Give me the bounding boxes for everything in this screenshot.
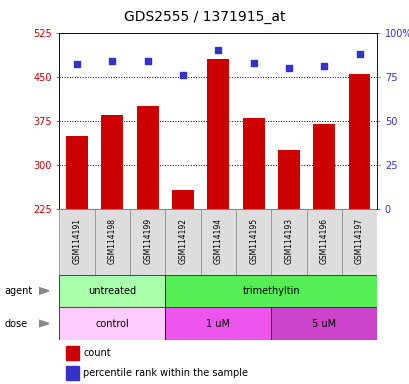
FancyBboxPatch shape (59, 307, 165, 340)
FancyBboxPatch shape (165, 209, 200, 275)
Polygon shape (39, 288, 49, 294)
FancyBboxPatch shape (94, 209, 130, 275)
Text: percentile rank within the sample: percentile rank within the sample (83, 368, 248, 378)
Point (144, 58, 151, 64)
FancyBboxPatch shape (59, 275, 165, 307)
FancyBboxPatch shape (341, 209, 376, 275)
Text: GSM114194: GSM114194 (213, 218, 222, 264)
Bar (172, 190, 193, 209)
Bar (312, 124, 335, 209)
FancyBboxPatch shape (271, 307, 376, 340)
Text: GSM114192: GSM114192 (178, 218, 187, 263)
Point (250, 60, 256, 66)
Text: GSM114196: GSM114196 (319, 218, 328, 264)
Text: GSM114198: GSM114198 (108, 218, 117, 263)
Point (109, 58, 115, 64)
Text: count: count (83, 348, 111, 358)
Point (285, 65, 292, 71)
FancyBboxPatch shape (165, 275, 376, 307)
Text: GSM114199: GSM114199 (143, 218, 152, 264)
Text: GSM114197: GSM114197 (354, 218, 363, 264)
Bar (65, 366, 79, 379)
FancyBboxPatch shape (59, 209, 94, 275)
Text: untreated: untreated (88, 286, 136, 296)
Bar (207, 59, 229, 209)
Bar (137, 106, 158, 209)
Text: GSM114195: GSM114195 (249, 218, 258, 264)
FancyBboxPatch shape (236, 209, 271, 275)
Point (179, 72, 186, 78)
Text: trimethyltin: trimethyltin (242, 286, 299, 296)
Text: GSM114193: GSM114193 (284, 218, 293, 264)
Point (215, 47, 221, 53)
Bar (242, 118, 264, 209)
FancyBboxPatch shape (130, 209, 165, 275)
Text: GDS2555 / 1371915_at: GDS2555 / 1371915_at (124, 10, 285, 24)
FancyBboxPatch shape (271, 209, 306, 275)
Polygon shape (39, 320, 49, 327)
Text: dose: dose (4, 318, 27, 329)
Point (74, 61, 80, 68)
Point (355, 51, 362, 57)
Text: 5 uM: 5 uM (311, 318, 335, 329)
Bar (65, 346, 79, 360)
Bar (101, 115, 123, 209)
FancyBboxPatch shape (200, 209, 236, 275)
FancyBboxPatch shape (165, 307, 271, 340)
Bar (348, 74, 370, 209)
Text: 1 uM: 1 uM (206, 318, 230, 329)
Bar (66, 136, 88, 209)
Text: agent: agent (4, 286, 32, 296)
Bar (277, 151, 299, 209)
Text: control: control (95, 318, 129, 329)
Point (320, 63, 327, 69)
FancyBboxPatch shape (306, 209, 341, 275)
Text: GSM114191: GSM114191 (72, 218, 81, 263)
